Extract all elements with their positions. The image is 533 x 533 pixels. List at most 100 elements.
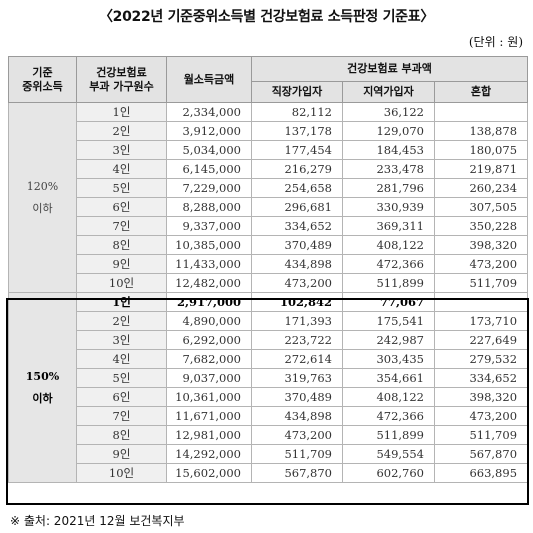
group-label: 150% 이하 [8,292,77,483]
workplace-cell: 567,870 [251,463,343,483]
regional-cell: 369,311 [342,216,435,236]
household-cell: 7인 [76,216,167,236]
household-cell: 7인 [76,406,167,426]
header-premium: 건강보험료 부과액 [250,56,529,82]
source-note: ※ 출처: 2021년 12월 보건복지부 [10,514,185,528]
table-row: 4인 7,682,000 272,614 303,435 279,532 [9,349,529,369]
regional-cell: 36,122 [342,102,435,122]
workplace-cell: 102,842 [251,292,343,312]
header-regional: 지역가입자 [342,81,435,103]
household-cell: 8인 [76,235,167,255]
header-mixed: 혼합 [433,81,529,103]
mixed-cell: 173,710 [433,311,529,331]
workplace-cell: 272,614 [251,349,343,369]
regional-cell: 408,122 [342,235,435,255]
workplace-cell: 171,393 [251,311,343,331]
household-cell: 2인 [76,311,167,331]
table-row: 7인 9,337,000 334,652 369,311 350,228 [9,216,529,236]
workplace-cell: 434,898 [251,254,343,274]
household-cell: 5인 [76,178,167,198]
monthly-income-cell: 11,671,000 [166,406,252,426]
mixed-cell [433,102,529,122]
regional-cell: 354,661 [342,368,435,388]
mixed-cell: 334,652 [433,368,529,388]
table-row: 2인 3,912,000 137,178 129,070 138,878 [9,121,529,141]
mixed-cell: 398,320 [433,387,529,407]
regional-cell: 242,987 [342,330,435,350]
monthly-income-cell: 10,361,000 [166,387,252,407]
workplace-cell: 370,489 [251,387,343,407]
regional-cell: 184,453 [342,140,435,160]
household-cell: 6인 [76,197,167,217]
monthly-income-cell: 8,288,000 [166,197,252,217]
table-row: 5인 7,229,000 254,658 281,796 260,234 [9,178,529,198]
unit-label: (단위 : 원) [468,35,523,49]
household-cell: 10인 [76,273,167,293]
header-median-income: 기준 중위소득 [8,56,77,103]
regional-cell: 511,899 [342,273,435,293]
table-row: 10인 15,602,000 567,870 602,760 663,895 [9,463,529,483]
income-criteria-table: 기준 중위소득 건강보험료 부과 가구원수 월소득금액 건강보험료 부과액 직장… [8,56,529,483]
table-row: 7인 11,671,000 434,898 472,366 473,200 [9,406,529,426]
table-row: 150% 이하 1인 2,917,000 102,842 77,067 [8,292,529,483]
mixed-cell: 663,895 [433,463,529,483]
household-cell: 6인 [76,387,167,407]
workplace-cell: 223,722 [251,330,343,350]
regional-cell: 472,366 [342,406,435,426]
workplace-cell: 177,454 [251,140,343,160]
regional-cell: 233,478 [342,159,435,179]
regional-cell: 77,067 [342,292,435,312]
regional-cell: 175,541 [342,311,435,331]
workplace-cell: 296,681 [251,197,343,217]
group-label: 120% 이하 [8,102,77,293]
monthly-income-cell: 7,229,000 [166,178,252,198]
mixed-cell [433,292,529,312]
mixed-cell: 279,532 [433,349,529,369]
workplace-cell: 137,178 [251,121,343,141]
workplace-cell: 511,709 [251,444,343,464]
regional-cell: 303,435 [342,349,435,369]
regional-cell: 472,366 [342,254,435,274]
table-title: 〈2022년 기준중위소득별 건강보험료 소득판정 기준표〉 [98,9,435,25]
header-monthly-income: 월소득금액 [166,56,252,103]
workplace-cell: 370,489 [251,235,343,255]
monthly-income-cell: 5,034,000 [166,140,252,160]
workplace-cell: 216,279 [251,159,343,179]
table-row: 6인 8,288,000 296,681 330,939 307,505 [9,197,529,217]
monthly-income-cell: 4,890,000 [166,311,252,331]
regional-cell: 511,899 [342,425,435,445]
household-cell: 5인 [76,368,167,388]
table-row: 3인 6,292,000 223,722 242,987 227,649 [9,330,529,350]
mixed-cell: 350,228 [433,216,529,236]
household-cell: 8인 [76,425,167,445]
mixed-cell: 398,320 [433,235,529,255]
header-workplace: 직장가입자 [251,81,343,103]
monthly-income-cell: 15,602,000 [166,463,252,483]
mixed-cell: 138,878 [433,121,529,141]
regional-cell: 330,939 [342,197,435,217]
table-header: 기준 중위소득 건강보험료 부과 가구원수 월소득금액 건강보험료 부과액 직장… [8,56,529,103]
mixed-cell: 307,505 [433,197,529,217]
mixed-cell: 473,200 [433,254,529,274]
monthly-income-cell: 10,385,000 [166,235,252,255]
household-cell: 1인 [76,292,167,312]
regional-cell: 408,122 [342,387,435,407]
mixed-cell: 180,075 [433,140,529,160]
table-row: 3인 5,034,000 177,454 184,453 180,075 [9,140,529,160]
workplace-cell: 473,200 [251,425,343,445]
regional-cell: 281,796 [342,178,435,198]
monthly-income-cell: 9,037,000 [166,368,252,388]
monthly-income-cell: 7,682,000 [166,349,252,369]
monthly-income-cell: 2,917,000 [166,292,252,312]
monthly-income-cell: 14,292,000 [166,444,252,464]
workplace-cell: 334,652 [251,216,343,236]
workplace-cell: 319,763 [251,368,343,388]
header-household: 건강보험료 부과 가구원수 [76,56,167,103]
table-row: 8인 12,981,000 473,200 511,899 511,709 [9,425,529,445]
table-row: 5인 9,037,000 319,763 354,661 334,652 [9,368,529,388]
header-median-income-label: 기준 중위소득 [22,65,63,93]
monthly-income-cell: 6,145,000 [166,159,252,179]
household-cell: 1인 [76,102,167,122]
regional-cell: 129,070 [342,121,435,141]
household-cell: 10인 [76,463,167,483]
